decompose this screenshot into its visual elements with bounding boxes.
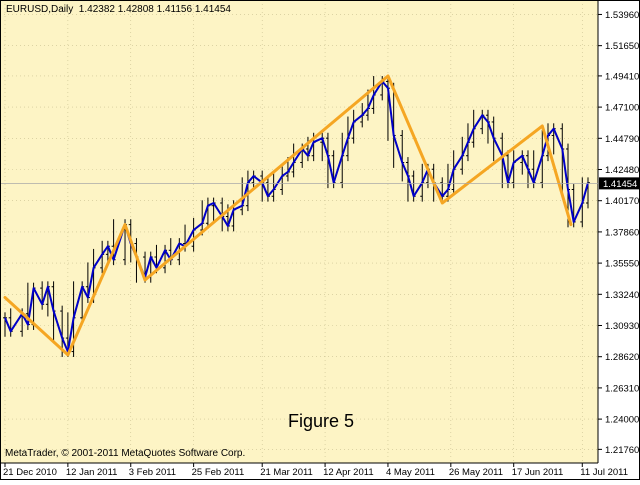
current-price-box (599, 177, 640, 190)
plot-background (0, 0, 598, 463)
y-tick-label: 1.40170 (605, 196, 639, 207)
x-tick-label: 12 Jan 2011 (66, 467, 118, 478)
y-tick-label: 1.37860 (605, 227, 639, 238)
y-tick-label: 1.51650 (605, 41, 639, 52)
ohlc-values: 1.42382 1.42808 1.41156 1.41454 (78, 4, 231, 15)
x-tick-label: 25 Feb 2011 (192, 467, 245, 478)
y-tick-label: 1.44790 (605, 134, 639, 145)
x-tick-label: 3 Feb 2011 (129, 467, 176, 478)
y-tick-label: 1.33240 (605, 290, 639, 301)
x-axis: 21 Dec 2010 12 Jan 2011 3 Feb 2011 25 Feb 2… (0, 462, 628, 478)
y-tick-label: 1.24000 (605, 415, 639, 426)
y-tick-label: 1.42480 (605, 165, 639, 176)
y-tick-label: 1.35550 (605, 259, 639, 270)
y-tick-label: 1.47100 (605, 103, 639, 114)
y-tick-label: 1.53960 (605, 10, 639, 21)
y-tick-label: 1.30930 (605, 321, 639, 332)
copyright-text: MetaTrader, © 2001-2011 MetaQuotes Softw… (5, 448, 246, 459)
symbol-timeframe: EURUSD,Daily (6, 4, 74, 15)
x-tick-label: 11 Jul 2011 (580, 467, 628, 478)
zigzag-line (3, 74, 573, 357)
y-tick-label: 1.49410 (605, 71, 639, 82)
chart-title: EURUSD,Daily 1.42382 1.42808 1.41156 1.4… (6, 4, 231, 15)
x-tick-label: 21 Dec 2010 (3, 467, 57, 478)
zigzag-layer (3, 74, 573, 357)
x-tick-label: 12 Apr 2011 (323, 467, 374, 478)
figure-caption: Figure 5 (288, 411, 355, 431)
current-price-label: 1.41454 (603, 179, 637, 190)
y-tick-label: 1.26310 (605, 383, 639, 394)
x-tick-label: 21 Mar 2011 (260, 467, 313, 478)
y-tick-label: 1.28620 (605, 352, 639, 363)
y-tick-label: 1.21760 (605, 445, 639, 456)
x-tick-label: 17 Jun 2011 (512, 467, 564, 478)
y-axis: 1.53960 1.51650 1.49410 1.47100 1.44790 1.424… (597, 0, 639, 463)
x-tick-label: 4 May 2011 (386, 467, 435, 478)
current-price-marker: 1.41454 (0, 177, 640, 190)
x-tick-label: 26 May 2011 (449, 467, 503, 478)
